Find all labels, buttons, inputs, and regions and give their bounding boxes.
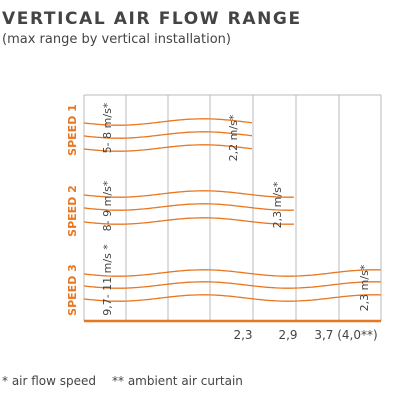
air-flow-line: [83, 190, 295, 198]
row-label: SPEED 2: [66, 185, 79, 237]
waves: [83, 118, 382, 302]
subtitle: (max range by vertical installation): [2, 32, 231, 47]
air-flow-line: [83, 269, 382, 277]
title: VERTICAL AIR FLOW RANGE: [2, 9, 302, 29]
footnote: * air flow speed: [2, 374, 96, 388]
distance-label: 3,7 (4,0**): [314, 328, 377, 342]
distance-label: 2,9: [278, 328, 297, 342]
start-speed: 8- 9 m/s*: [101, 180, 114, 231]
start-speed: 5- 8 m/s*: [101, 102, 114, 153]
distance-label: 2,3: [233, 328, 252, 342]
air-flow-line: [83, 217, 295, 225]
row-label: SPEED 1: [66, 104, 79, 156]
row-label: SPEED 3: [66, 264, 79, 316]
air-flow-line: [83, 281, 382, 289]
air-flow-line: [83, 131, 253, 139]
end-speed: 2,3 m/s*: [358, 264, 371, 311]
start-speed: 9,7- 11 m/s *: [101, 244, 114, 316]
air-flow-line: [83, 118, 253, 126]
footnote: ** ambient air curtain: [112, 374, 243, 388]
end-speed: 2,2 m/s*: [227, 114, 240, 161]
air-flow-line: [83, 144, 253, 152]
end-speed: 2,3 m/s*: [271, 181, 284, 228]
air-flow-line: [83, 203, 295, 211]
air-flow-line: [83, 294, 382, 302]
